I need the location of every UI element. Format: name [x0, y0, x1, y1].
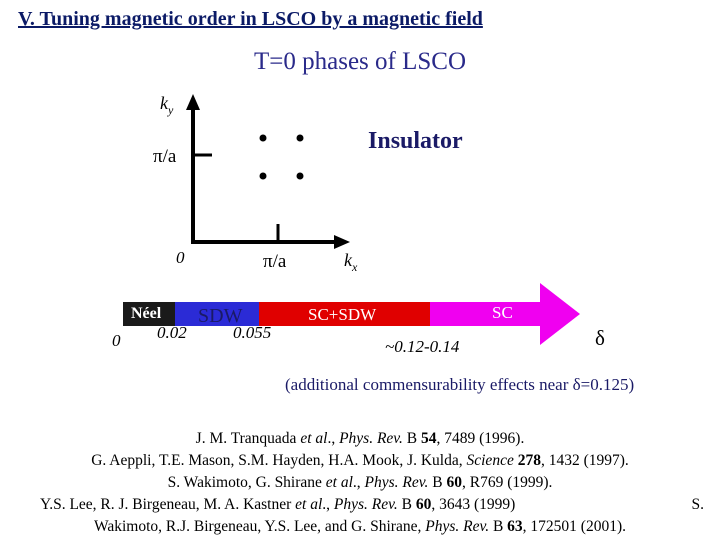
peak-dot [296, 172, 304, 180]
insulator-label: Insulator [368, 128, 463, 154]
delta-axis-label: δ [595, 326, 605, 350]
phase-label-sc-sdw: SC+SDW [308, 305, 377, 324]
pi-a-x-label: π/a [263, 251, 287, 272]
reference-list: J. M. Tranquada et al., Phys. Rev. B 54,… [0, 428, 720, 538]
phase-segment-sdw [175, 302, 259, 326]
peak-dot [259, 172, 267, 180]
reference-item: Wakimoto, R.J. Birgeneau, Y.S. Lee, and … [93, 518, 626, 535]
ky-arrowhead [186, 94, 200, 110]
slide-title: V. Tuning magnetic order in LSCO by a ma… [18, 8, 483, 30]
doping-tick-0.12-0.14: ~0.12-0.14 [385, 337, 460, 356]
doping-tick-0.02: 0.02 [157, 323, 187, 342]
kx-arrowhead [334, 235, 350, 249]
phase-segment-sc [430, 302, 540, 326]
reference-item: J. M. Tranquada et al., Phys. Rev. B 54,… [195, 430, 525, 447]
kx-label: kx [344, 250, 358, 274]
commensurability-note: (additional commensurability effects nea… [285, 375, 635, 394]
reference-item: Y.S. Lee, R. J. Birgeneau, M. A. Kastner… [40, 496, 704, 513]
peak-dot [296, 134, 304, 142]
peak-dot [259, 134, 267, 142]
phase-label-sdw: SDW [198, 305, 243, 327]
ky-label: ky [160, 93, 174, 117]
phase-label-sc: SC [492, 303, 513, 322]
reference-item: G. Aeppli, T.E. Mason, S.M. Hayden, H.A.… [91, 452, 629, 469]
phase-bar-arrowhead [540, 283, 580, 345]
phase-label-neel: Néel [131, 305, 162, 322]
phase-segment-sc-sdw [259, 302, 430, 326]
origin-label: 0 [176, 248, 185, 267]
pi-a-y-label: π/a [153, 146, 177, 167]
doping-tick-0.055: 0.055 [233, 323, 271, 342]
slide-subtitle: T=0 phases of LSCO [254, 48, 466, 75]
doping-tick-0: 0 [112, 331, 121, 350]
phase-segment-neel [123, 302, 175, 326]
reference-item: S. Wakimoto, G. Shirane et al., Phys. Re… [167, 474, 553, 491]
